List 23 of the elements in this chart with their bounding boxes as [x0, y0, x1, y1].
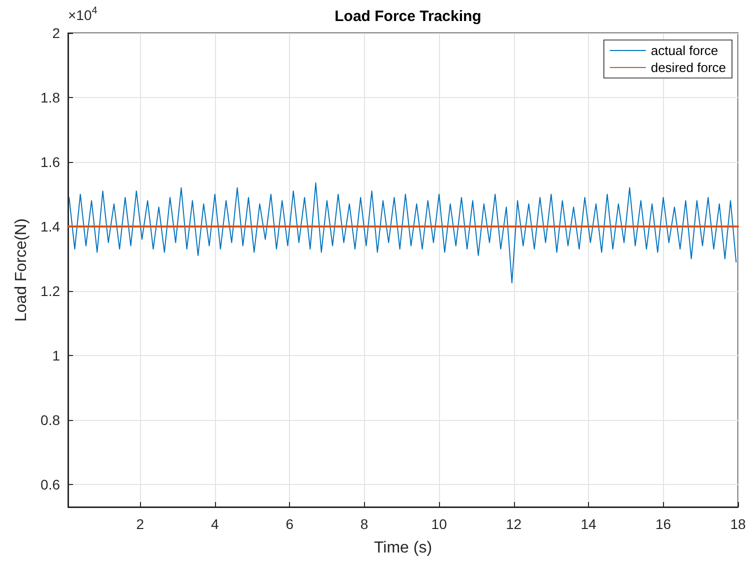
y-tick-label: 2: [52, 25, 60, 41]
x-tick-label: 18: [730, 516, 746, 532]
x-axis-title: Time (s): [374, 540, 432, 556]
y-tick-label: 1.8: [40, 89, 60, 106]
legend-label: actual force: [650, 43, 718, 58]
x-tick-label: 6: [286, 516, 294, 532]
x-tick-label: 12: [506, 516, 522, 532]
y-tick-label: 1.2: [40, 282, 60, 299]
line-series: [68, 182, 737, 284]
y-tick-label: 0.6: [40, 476, 60, 492]
y-tick-label: 0.8: [40, 412, 60, 428]
y-tick-label: 1: [52, 347, 60, 364]
x-tick-label: 8: [360, 516, 368, 532]
y-tick-label: 1.4: [40, 218, 60, 234]
x-tick-label: 14: [580, 516, 597, 532]
legend-label: desired force: [650, 60, 726, 75]
y-axis-title: Load Force(N): [13, 218, 30, 322]
x-tick-label: 10: [431, 516, 448, 532]
x-tick-label: 4: [210, 516, 219, 532]
chart-title: Load Force Tracking: [334, 8, 482, 25]
y-tick-label: 1.6: [40, 154, 60, 170]
x-tick-label: 16: [655, 516, 672, 532]
x-tick-label: 2: [136, 516, 144, 532]
